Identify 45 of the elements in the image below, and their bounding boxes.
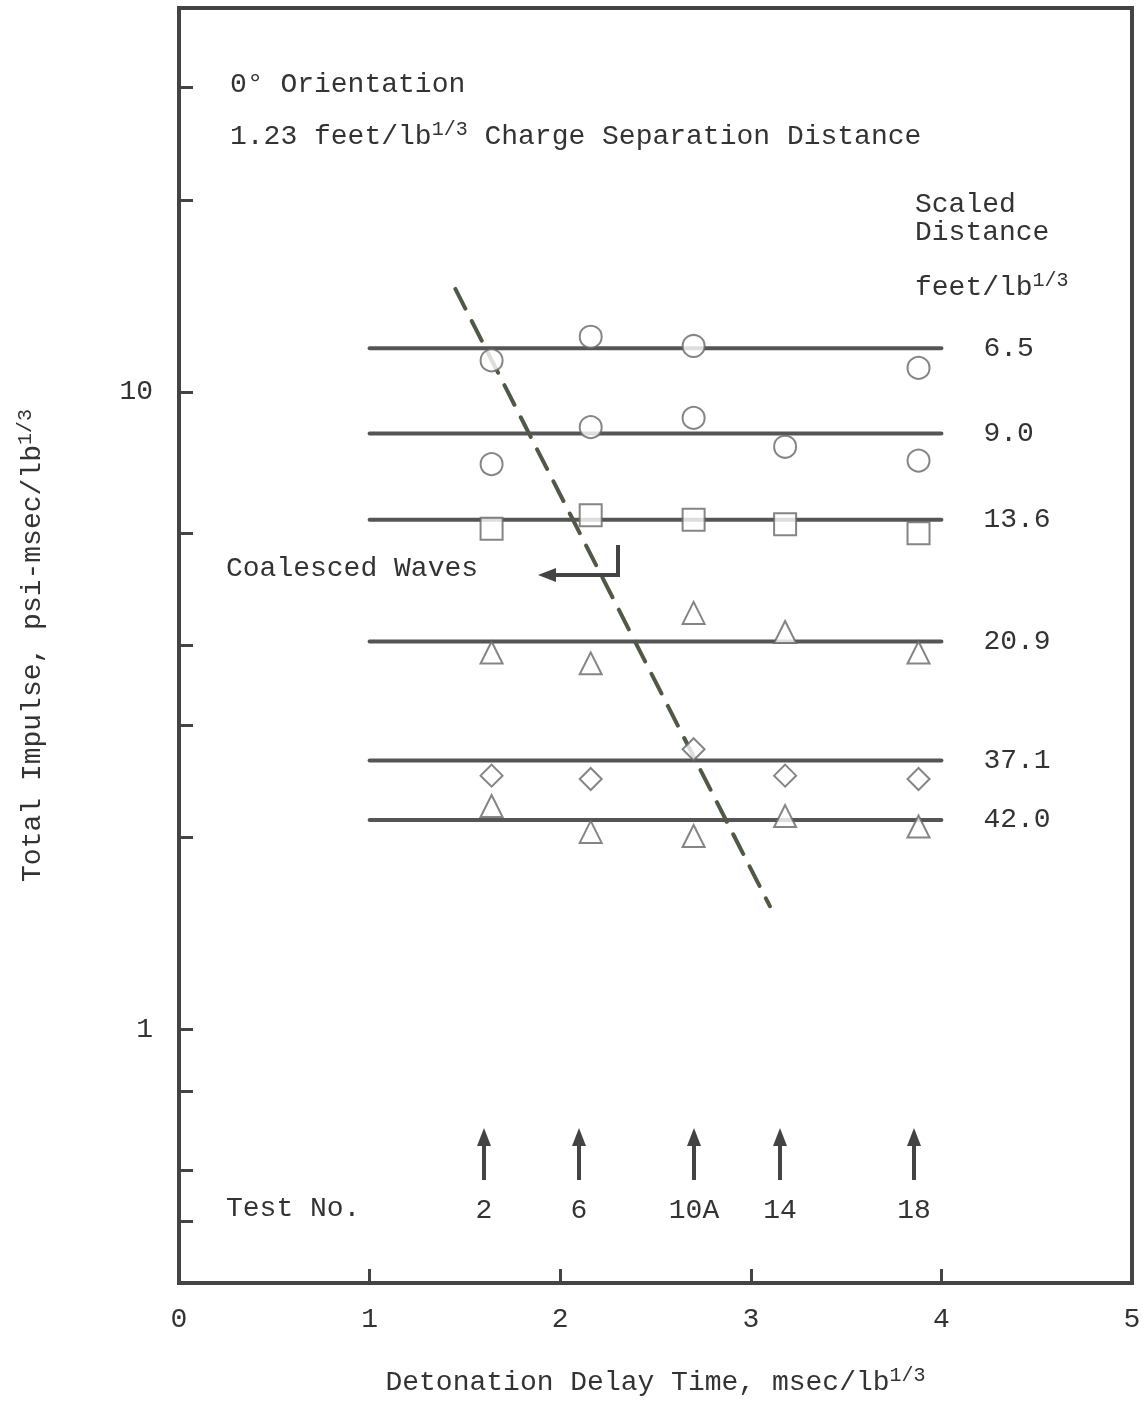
annotation: 10A [668, 1194, 720, 1226]
annotation: 0° Orientation [230, 68, 466, 100]
point [773, 434, 798, 459]
series-label: 6.5 [983, 332, 1034, 364]
point [773, 512, 798, 537]
x-tick-label: 5 [1123, 1303, 1141, 1335]
annotation: Test No. [226, 1192, 361, 1224]
point [773, 619, 798, 644]
x-tick-label: 0 [170, 1303, 188, 1335]
series-label: 20.9 [983, 625, 1051, 657]
annotation: 14 [763, 1194, 797, 1226]
point [681, 405, 706, 430]
point [479, 640, 504, 665]
point [906, 640, 931, 665]
point [773, 804, 798, 829]
point [906, 814, 931, 839]
series-label: 13.6 [983, 504, 1051, 536]
x-tick-label: 2 [551, 1303, 569, 1335]
x-tick-label: 1 [361, 1303, 379, 1335]
point [906, 355, 931, 380]
y-tick-label: 10 [119, 376, 153, 408]
point [681, 333, 706, 358]
point [479, 452, 504, 477]
x-tick-label: 4 [932, 1303, 950, 1335]
annotation: Coalesced Waves [226, 552, 479, 584]
point [479, 348, 504, 373]
point [578, 415, 603, 440]
point [578, 324, 603, 349]
point [681, 507, 706, 532]
series-label: 9.0 [983, 418, 1034, 450]
y-axis-title: Total Impulse, psi-msec/lb1/3 [13, 409, 48, 882]
point [578, 651, 603, 676]
point [906, 521, 931, 546]
point [681, 737, 706, 762]
annotation: 6 [570, 1194, 588, 1226]
annotation: 2 [475, 1194, 493, 1226]
point [906, 448, 931, 473]
point [578, 503, 603, 528]
point [681, 824, 706, 849]
x-tick-label: 3 [742, 1303, 760, 1335]
point [479, 516, 504, 541]
annotation: 18 [897, 1194, 931, 1226]
annotation: Scaled Distance [915, 188, 1050, 248]
series-label: 37.1 [983, 745, 1051, 777]
series-label: 42.0 [983, 804, 1051, 836]
